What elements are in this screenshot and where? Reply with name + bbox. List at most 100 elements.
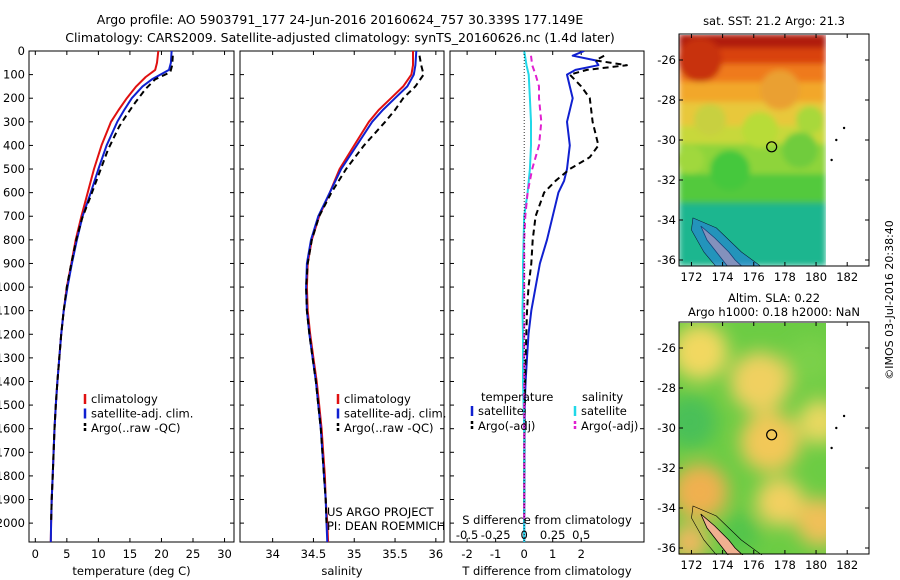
s-tick-label: -0.5 (456, 528, 478, 542)
x-tick-label: 5 (63, 547, 70, 561)
y-tick-label: 1000 (0, 280, 25, 294)
y-tick-label: 0 (18, 44, 25, 58)
island-marker (842, 414, 846, 418)
y-tick-label: 2000 (0, 516, 25, 530)
x-axis-label: salinity (321, 564, 362, 578)
s-tick-label: 0.25 (540, 528, 566, 542)
no-data-region (826, 322, 869, 554)
island-marker (830, 158, 833, 162)
sst-patch (742, 112, 778, 148)
legend-label: Argo(..raw -QC) (91, 421, 181, 435)
y-tick-label: 1500 (0, 398, 25, 412)
y-tick-label: -30 (657, 133, 676, 147)
x-tick-label: 36 (429, 547, 444, 561)
series-line-argo-adj- (523, 55, 543, 524)
y-tick-label: 1900 (0, 493, 25, 507)
credit-project: US ARGO PROJECT (327, 505, 435, 519)
map-frame (678, 321, 870, 555)
imos-credit: ©IMOS 03-Jul-2016 20:38:40 (883, 220, 896, 380)
y-tick-label: -34 (657, 501, 676, 515)
x-tick-label: 2 (578, 547, 585, 561)
y-tick-label: 700 (3, 209, 25, 223)
sst-patch (796, 106, 824, 134)
s-tick-label: 0.5 (572, 528, 590, 542)
s-tick-label: -0.25 (481, 528, 511, 542)
y-tick-label: 200 (3, 91, 25, 105)
x-tick-label: 182 (836, 270, 858, 284)
argo-position-marker (766, 141, 778, 153)
s-tick-label: 0 (521, 528, 528, 542)
legend-label: satellite-adj. clim. (344, 407, 446, 421)
x-tick-label: 0 (32, 547, 39, 561)
x-tick-label: 34.5 (301, 547, 327, 561)
y-tick-label: 1600 (0, 422, 25, 436)
sst-patch (760, 70, 800, 110)
legend-label: Argo(..raw -QC) (344, 421, 434, 435)
y-tick-label: -30 (657, 421, 676, 435)
x-tick-label: 182 (836, 558, 858, 572)
x-tick-label: 172 (680, 270, 702, 284)
sla-patch (756, 478, 804, 526)
y-tick-label: 1400 (0, 374, 25, 388)
plot-frame (239, 50, 445, 543)
series-line-argo-raw-qc- (305, 55, 425, 524)
y-tick-label: 800 (3, 233, 25, 247)
legend-label: Argo(-adj) (478, 419, 535, 433)
legend-label: climatology (91, 392, 158, 406)
x-tick-label: 176 (743, 558, 765, 572)
y-tick-label: -36 (657, 253, 676, 267)
series-line-satellite (523, 51, 600, 542)
sst-field (679, 35, 826, 266)
series-line-argo-adj- (523, 54, 628, 524)
sst-patch (694, 104, 726, 136)
sst-patch (710, 150, 750, 190)
x-axis-label: T difference from climatology (461, 564, 632, 578)
difference-legend: temperaturesatelliteArgo(-adj)salinitysa… (470, 390, 638, 433)
no-data-region (826, 34, 869, 266)
sla-field (679, 324, 826, 555)
x-tick-label: 10 (91, 547, 106, 561)
temperature-panel: 0 5 10 15 20 25 300100200300400500600700800900… (0, 44, 235, 578)
y-tick-label: -36 (657, 541, 676, 555)
series-group (521, 51, 628, 542)
isobath (691, 505, 763, 555)
y-tick-label: 1200 (0, 327, 25, 341)
sla-patch (740, 412, 800, 472)
x-tick-label: 20 (154, 547, 169, 561)
x-tick-label: 1 (549, 547, 556, 561)
y-tick-label: 1800 (0, 469, 25, 483)
map-field (679, 323, 826, 555)
difference-panel: -2 -1 0 1 2 T difference from climatology -0.5… (449, 50, 645, 578)
sst-map-title: sat. SST: 21.2 Argo: 21.3 (703, 14, 845, 28)
y-tick-label: 400 (3, 138, 25, 152)
island-marker (830, 446, 833, 450)
x-tick-label: -2 (461, 547, 472, 561)
y-tick-label: 300 (3, 115, 25, 129)
legend-title: temperature (481, 390, 553, 404)
sst-patch (679, 146, 704, 174)
legend-label: Argo(-adj) (581, 419, 638, 433)
sla-patch (679, 324, 728, 380)
x-axis-label: temperature (deg C) (72, 564, 190, 578)
x-tick-label: 30 (217, 547, 232, 561)
plot-frame (28, 50, 235, 543)
salinity-panel: 34 34.5 35 35.5 36 salinity climatologysatelli… (239, 50, 446, 578)
x-tick-label: 180 (805, 558, 827, 572)
y-tick-label: -28 (657, 381, 676, 395)
x-tick-label: 15 (123, 547, 138, 561)
header-line-2: Climatology: CARS2009. Satellite-adjuste… (65, 30, 615, 45)
y-tick-label: 500 (3, 162, 25, 176)
y-tick-label: -28 (657, 93, 676, 107)
argo-position-marker (766, 429, 778, 441)
sla-patch (798, 400, 826, 444)
x-tick-label: 178 (774, 558, 796, 572)
y-tick-label: -26 (657, 341, 676, 355)
x-tick-label: 172 (680, 558, 702, 572)
x-tick-label: 174 (712, 270, 734, 284)
x-tick-label: 174 (712, 558, 734, 572)
x-tick-label: 178 (774, 270, 796, 284)
island-marker (835, 138, 838, 142)
